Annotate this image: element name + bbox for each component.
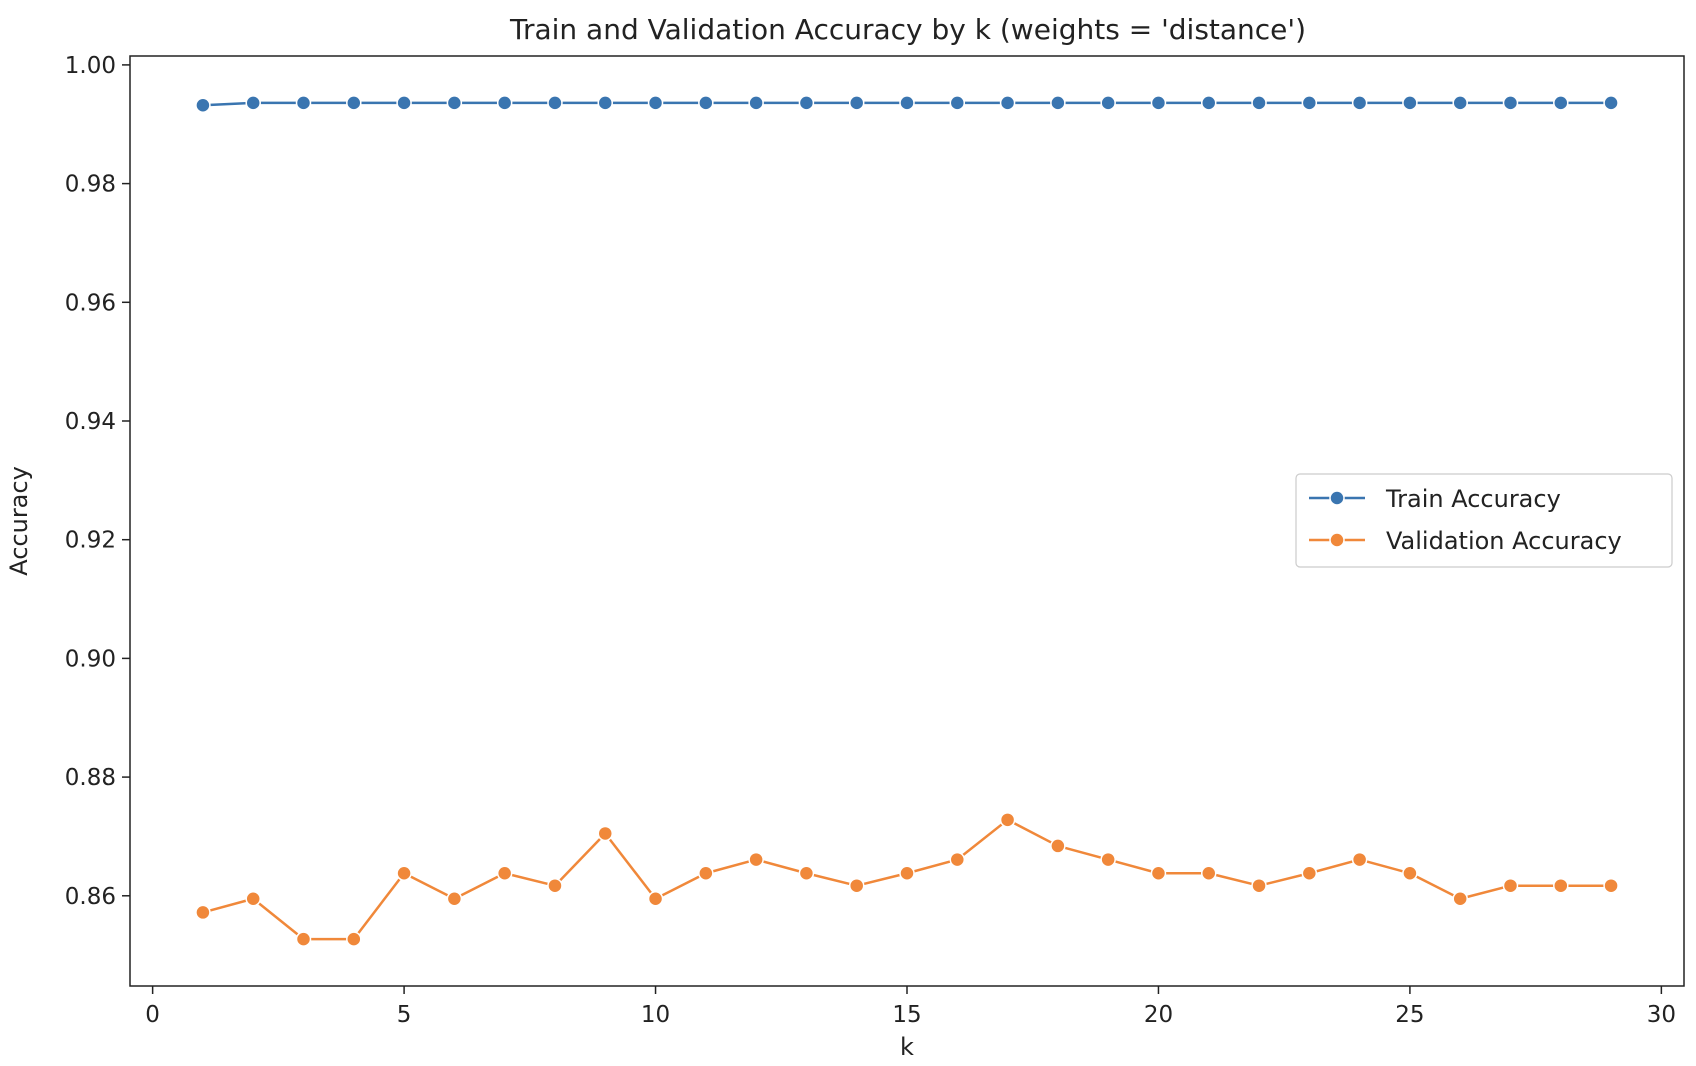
data-point-train-accuracy: [1251, 95, 1267, 111]
y-tick-label: 0.98: [65, 172, 116, 198]
y-tick-label: 0.96: [65, 290, 116, 316]
data-point-validation-accuracy: [1251, 877, 1267, 894]
legend-marker-train: [1329, 490, 1345, 506]
x-tick-label: 25: [1395, 1002, 1424, 1028]
y-tick-label: 0.86: [65, 884, 116, 910]
data-point-train-accuracy: [748, 95, 764, 111]
data-point-train-accuracy: [698, 95, 714, 111]
data-point-train-accuracy: [647, 95, 664, 111]
data-point-train-accuracy: [899, 95, 915, 111]
data-point-validation-accuracy: [1502, 877, 1519, 894]
data-point-train-accuracy: [346, 95, 362, 111]
data-point-train-accuracy: [396, 95, 412, 111]
data-point-validation-accuracy: [647, 891, 664, 907]
data-point-train-accuracy: [245, 95, 261, 111]
series-layer: [195, 95, 1619, 947]
data-point-train-accuracy: [1050, 95, 1066, 111]
data-point-validation-accuracy: [295, 931, 312, 947]
y-axis-title: Accuracy: [5, 466, 33, 576]
legend-box: [1295, 473, 1673, 568]
data-point-validation-accuracy: [597, 825, 614, 842]
data-point-train-accuracy: [1452, 95, 1468, 111]
data-point-train-accuracy: [496, 95, 513, 111]
data-point-train-accuracy: [999, 95, 1016, 111]
data-point-validation-accuracy: [396, 865, 412, 881]
data-point-validation-accuracy: [1050, 838, 1066, 854]
data-point-train-accuracy: [1402, 95, 1418, 111]
x-tick-label: 30: [1647, 1002, 1676, 1028]
data-point-train-accuracy: [798, 95, 815, 111]
data-point-validation-accuracy: [1603, 877, 1619, 894]
data-point-validation-accuracy: [547, 877, 563, 894]
data-point-train-accuracy: [195, 97, 211, 114]
data-point-train-accuracy: [1603, 95, 1619, 111]
y-tick-label: 0.90: [65, 646, 116, 672]
data-point-validation-accuracy: [899, 865, 915, 881]
data-point-train-accuracy: [1200, 95, 1217, 111]
data-point-validation-accuracy: [1402, 865, 1418, 881]
legend: Train Accuracy Validation Accuracy: [1295, 473, 1673, 568]
data-point-validation-accuracy: [1452, 891, 1468, 907]
x-tick-label: 10: [641, 1002, 670, 1028]
data-point-train-accuracy: [949, 95, 966, 111]
x-axis-ticks: 0 5 10 15 20 25 30: [145, 986, 1676, 1028]
data-point-train-accuracy: [295, 95, 312, 111]
x-tick-label: 5: [397, 1002, 412, 1028]
data-point-validation-accuracy: [999, 812, 1016, 828]
data-point-validation-accuracy: [1150, 865, 1167, 881]
chart-title: Train and Validation Accuracy by k (weig…: [509, 13, 1306, 46]
y-axis-ticks: 0.86 0.88 0.90 0.92 0.94 0.96 0.98 1.00: [65, 53, 130, 910]
data-point-validation-accuracy: [949, 851, 966, 868]
data-point-train-accuracy: [547, 95, 563, 111]
data-point-train-accuracy: [1502, 95, 1519, 111]
data-point-train-accuracy: [597, 95, 614, 111]
data-point-validation-accuracy: [1200, 865, 1217, 881]
data-point-train-accuracy: [1150, 95, 1167, 111]
data-point-validation-accuracy: [496, 865, 513, 881]
data-point-validation-accuracy: [195, 904, 211, 921]
series-validation-accuracy: [195, 812, 1619, 947]
data-point-validation-accuracy: [1301, 865, 1318, 881]
data-point-validation-accuracy: [1351, 851, 1368, 868]
data-point-validation-accuracy: [446, 891, 463, 907]
data-point-train-accuracy: [1553, 95, 1569, 111]
legend-label-train: Train Accuracy: [1385, 485, 1561, 513]
data-point-validation-accuracy: [1553, 877, 1569, 894]
data-point-train-accuracy: [1351, 95, 1368, 111]
data-point-train-accuracy: [848, 95, 865, 111]
x-tick-label: 15: [892, 1002, 921, 1028]
data-point-train-accuracy: [1100, 95, 1116, 111]
series-train-accuracy: [195, 95, 1619, 114]
data-point-train-accuracy: [446, 95, 463, 111]
y-tick-label: 0.88: [65, 765, 116, 791]
data-point-validation-accuracy: [798, 865, 815, 881]
legend-label-validation: Validation Accuracy: [1386, 527, 1622, 555]
data-point-train-accuracy: [1301, 95, 1318, 111]
legend-marker-validation: [1329, 532, 1345, 548]
x-tick-label: 0: [145, 1002, 160, 1028]
data-point-validation-accuracy: [1100, 851, 1116, 868]
legend-item-train: Train Accuracy: [1309, 485, 1561, 513]
x-axis-title: k: [900, 1033, 914, 1061]
x-tick-label: 20: [1144, 1002, 1173, 1028]
y-tick-label: 0.94: [65, 409, 116, 435]
data-point-validation-accuracy: [346, 931, 362, 947]
data-point-validation-accuracy: [245, 891, 261, 907]
data-point-validation-accuracy: [698, 865, 714, 881]
y-tick-label: 0.92: [65, 528, 116, 554]
legend-item-validation: Validation Accuracy: [1309, 527, 1622, 555]
data-point-validation-accuracy: [748, 851, 764, 868]
data-point-validation-accuracy: [848, 877, 865, 894]
y-tick-label: 1.00: [65, 53, 116, 79]
